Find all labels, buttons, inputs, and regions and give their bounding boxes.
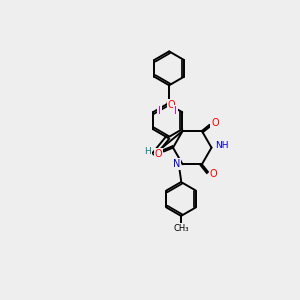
Text: O: O xyxy=(168,100,175,110)
Text: CH₃: CH₃ xyxy=(173,224,189,233)
Text: H: H xyxy=(144,147,151,156)
Text: I: I xyxy=(158,106,161,116)
Text: O: O xyxy=(210,169,217,179)
Text: O: O xyxy=(211,118,219,128)
Text: I: I xyxy=(174,106,177,116)
Text: NH: NH xyxy=(215,141,228,150)
Text: N: N xyxy=(173,159,180,169)
Text: O: O xyxy=(154,149,162,159)
